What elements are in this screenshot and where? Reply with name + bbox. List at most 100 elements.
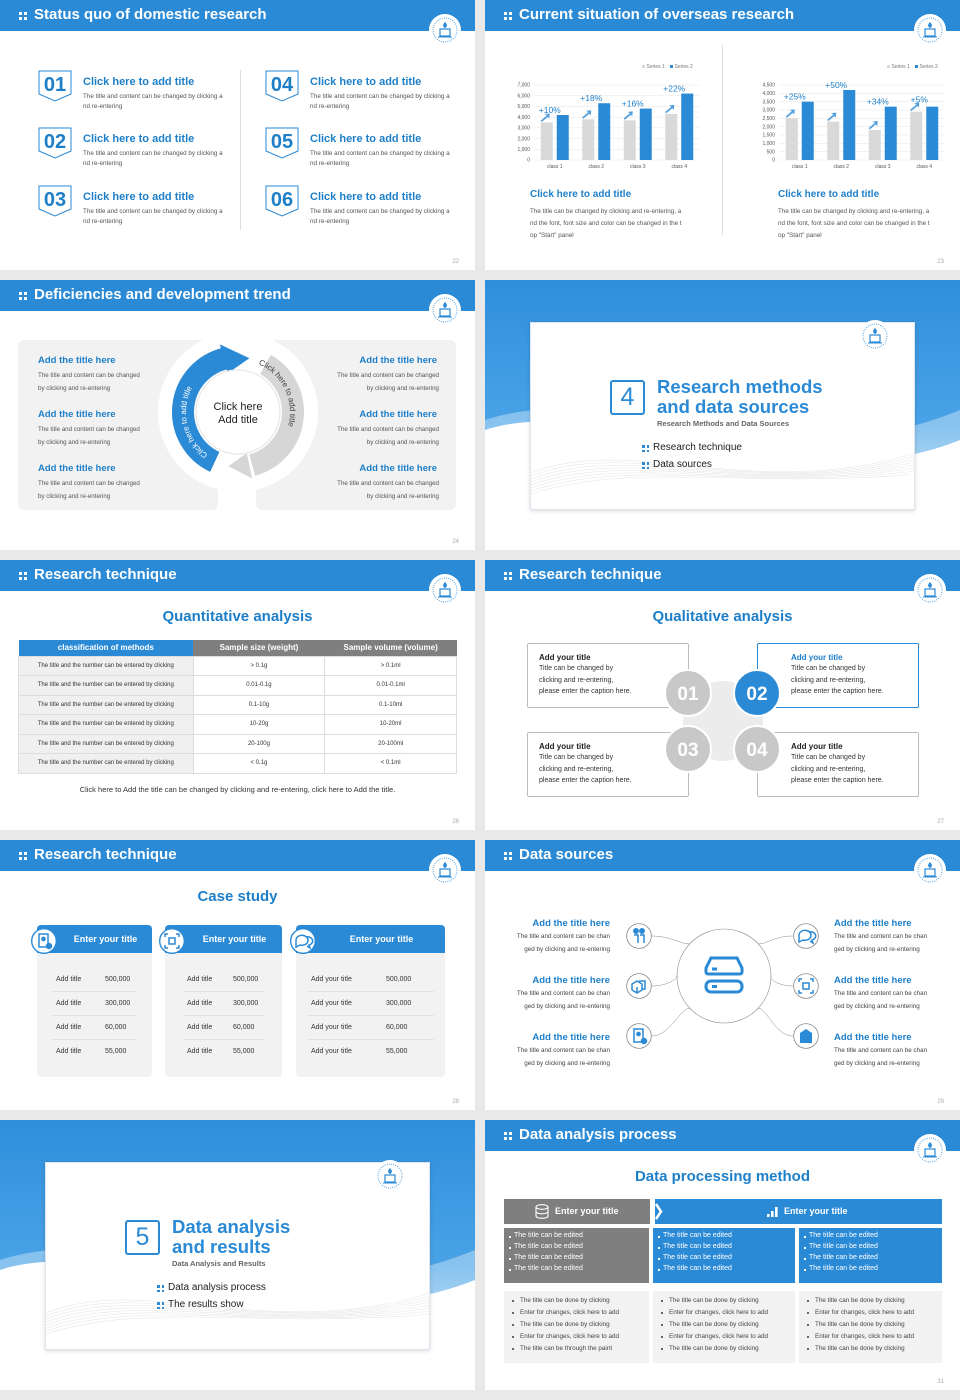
detail-box-item[interactable]: The title can be done by clicking [815,1345,905,1352]
header-title[interactable]: Enter your title [784,1206,848,1216]
detail-box-item[interactable]: The title can be done by clicking [669,1297,759,1304]
left-item-title[interactable]: Add the title here [532,918,610,929]
edit-box-item[interactable]: The title can be edited [809,1265,878,1272]
left-item-title[interactable]: Add the title here [38,409,116,420]
right-item-title[interactable]: Add the title here [359,409,437,420]
section-list-item[interactable]: Data analysis process [168,1282,266,1293]
table-cell[interactable]: 0.1-10g [192,694,326,715]
left-item-desc: ged by clicking and re-entering [524,1059,610,1067]
slide-title: Data sources [519,846,614,863]
detail-box-item[interactable]: Enter for changes, click here to add [815,1333,915,1340]
edit-box-item[interactable]: The title can be edited [809,1254,878,1261]
left-item-title[interactable]: Add the title here [38,355,116,366]
right-item-title[interactable]: Add the title here [834,975,912,986]
qualitative-box[interactable] [757,732,919,797]
growth-arrow-icon [582,110,592,119]
detail-box-item[interactable]: The title can be through the paint [520,1345,613,1352]
grid-icon [504,12,512,20]
bar-series-2 [639,108,652,160]
detail-box-item[interactable]: The title can be done by clicking [669,1321,759,1328]
section-list-item[interactable]: The results show [168,1299,244,1310]
table-cell[interactable]: > 0.1ml [324,655,457,676]
candle-logo-icon [917,857,943,883]
left-item-title[interactable]: Add the title here [38,463,116,474]
edit-box-item[interactable]: The title can be edited [514,1265,583,1272]
item-title[interactable]: Click here to add title [83,76,195,88]
table-cell[interactable]: 20-100g [192,733,326,754]
table-cell[interactable]: 10-20g [192,714,326,735]
right-item-title[interactable]: Add the title here [834,1032,912,1043]
table-cell[interactable]: The title and the number can be entered … [18,694,194,715]
circle-number: 04 [746,740,768,761]
right-item-desc: The title and content can be chan [834,1047,928,1054]
table-caption[interactable]: Click here to Add the title can be chang… [79,785,396,794]
edit-box-item[interactable]: The title can be edited [514,1254,583,1261]
bullet [804,1258,806,1260]
bullet [661,1300,663,1302]
table-cell[interactable]: The title and the number can be entered … [18,714,194,735]
right-item-title[interactable]: Add the title here [359,355,437,366]
table-cell[interactable]: < 0.1g [192,753,326,774]
section-list-item[interactable]: Data sources [653,459,712,470]
item-title[interactable]: Click here to add title [310,191,422,203]
detail-box-item[interactable]: The title can be done by clicking [815,1321,905,1328]
table-cell[interactable]: 20-100ml [324,733,457,754]
edit-box-item[interactable]: The title can be edited [663,1265,732,1272]
detail-box-item[interactable]: Enter for changes, click here to add [815,1309,915,1316]
table-cell[interactable]: The title and the number can be entered … [18,655,194,676]
right-item-title[interactable]: Add the title here [834,918,912,929]
case-card-title[interactable]: Enter your title [73,934,138,944]
item-title[interactable]: Click here to add title [310,76,422,88]
table-cell[interactable]: > 0.1g [192,655,326,676]
table-cell[interactable]: 0.1-10ml [324,694,457,715]
detail-box-item[interactable]: Enter for changes, click here to add [520,1309,620,1316]
item-title[interactable]: Click here to add title [83,191,195,203]
edit-box-item[interactable]: The title can be edited [809,1243,878,1250]
edit-box-item[interactable]: The title can be edited [663,1232,732,1239]
edit-box-item[interactable]: The title can be edited [514,1243,583,1250]
left-item-title[interactable]: Add the title here [532,975,610,986]
box-text: please enter the caption here. [791,688,884,695]
detail-box-item[interactable]: Enter for changes, click here to add [669,1333,769,1340]
caption-title[interactable]: Click here to add title [530,189,632,200]
bar-series-2 [843,90,856,160]
box-text: clicking and re-entering, [539,676,614,684]
case-card-title[interactable]: Enter your title [349,934,414,944]
table-cell[interactable]: The title and the number can be entered … [18,675,194,696]
table-cell[interactable]: 0.01-0.1ml [324,675,457,696]
left-item-title[interactable]: Add the title here [532,1032,610,1043]
item-title[interactable]: Click here to add title [83,133,195,145]
table-cell[interactable]: 0.01-0.1g [192,675,326,696]
bullet [807,1312,809,1314]
box-title[interactable]: Add your title [791,742,843,751]
section-list-item[interactable]: Research technique [653,442,742,453]
detail-box-item[interactable]: The title can be done by clicking [520,1321,610,1328]
edit-box-item[interactable]: The title can be edited [663,1243,732,1250]
qualitative-box[interactable] [757,643,919,708]
detail-box-item[interactable]: Enter for changes, click here to add [669,1309,769,1316]
table-cell[interactable]: The title and the number can be entered … [18,753,194,774]
detail-box-item[interactable]: The title can be done by clicking [520,1297,610,1304]
detail-box-item[interactable]: The title can be done by clicking [815,1297,905,1304]
right-item-title[interactable]: Add the title here [359,463,437,474]
edit-box-item[interactable]: The title can be edited [663,1254,732,1261]
boxes-icon [626,973,652,999]
bar-series-1 [623,120,636,160]
case-card-title[interactable]: Enter your title [202,934,267,944]
table-cell[interactable]: 10-20ml [324,714,457,735]
edit-box-item[interactable]: The title can be edited [809,1232,878,1239]
item-title[interactable]: Click here to add title [310,133,422,145]
box-title[interactable]: Add your title [539,742,591,751]
row-value: 55,000 [233,1048,255,1055]
header-title[interactable]: Enter your title [555,1206,619,1216]
legend-swatch [915,65,918,68]
box-title[interactable]: Add your title [539,653,591,662]
edit-box-item[interactable]: The title can be edited [514,1232,583,1239]
qualitative-box[interactable] [527,643,689,708]
table-cell[interactable]: < 0.1ml [324,753,457,774]
detail-box-item[interactable]: Enter for changes, click here to add [520,1333,620,1340]
caption-title[interactable]: Click here to add title [778,189,880,200]
table-cell[interactable]: The title and the number can be entered … [18,733,194,754]
detail-box-item[interactable]: The title can be done by clicking [669,1345,759,1352]
box-title[interactable]: Add your title [791,653,843,662]
